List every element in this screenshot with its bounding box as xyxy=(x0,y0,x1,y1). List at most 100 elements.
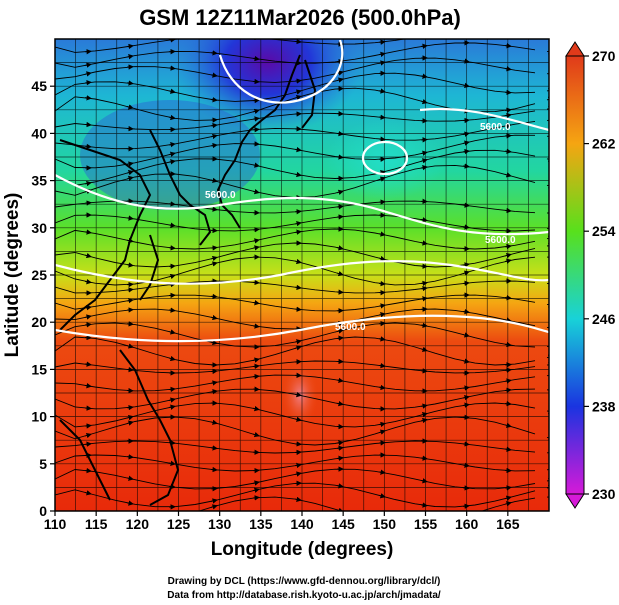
wind-arrow xyxy=(210,466,218,473)
wind-arrow xyxy=(504,172,512,178)
chart-title: GSM 12Z11Mar2026 (500.0hPa) xyxy=(139,5,461,30)
wind-arrow xyxy=(504,501,512,507)
wind-arrow xyxy=(168,245,176,251)
contour-line-a xyxy=(55,174,549,236)
wind-arrow xyxy=(126,161,134,167)
x-tick-label: 145 xyxy=(331,516,355,532)
wind-arrow xyxy=(84,200,92,206)
wind-arrow xyxy=(504,243,512,250)
wind-arrow xyxy=(378,136,386,142)
wind-arrow xyxy=(546,106,549,112)
wind-arrow xyxy=(378,303,386,309)
wind-arrow xyxy=(84,143,92,150)
wind-arrow xyxy=(252,357,260,363)
wind-arrow xyxy=(210,339,218,346)
wind-arrow xyxy=(294,89,302,95)
wind-arrow xyxy=(420,150,428,156)
wind-arrow xyxy=(378,199,386,205)
wind-arrow xyxy=(336,440,344,446)
wind-arrow xyxy=(504,485,512,491)
geopotential-contours xyxy=(55,39,549,343)
colorbar: 230 238 246 254 262 270 xyxy=(565,41,616,509)
wind-arrow xyxy=(378,88,386,94)
wind-arrow xyxy=(504,43,512,49)
wind-arrow xyxy=(378,51,386,58)
wind-arrow xyxy=(462,202,470,208)
wind-arrow xyxy=(462,163,470,169)
wind-arrow xyxy=(294,208,302,215)
wind-arrow xyxy=(462,358,470,364)
wind-arrow xyxy=(84,490,92,496)
wind-arrow xyxy=(462,131,470,137)
wind-arrow xyxy=(546,87,549,94)
wind-arrow xyxy=(252,279,260,286)
y-tick-label: 40 xyxy=(31,125,47,141)
wind-arrow xyxy=(210,445,218,451)
wind-arrow xyxy=(504,252,512,259)
wind-arrow xyxy=(84,229,92,235)
wind-arrow xyxy=(294,416,302,422)
wind-arrow xyxy=(378,362,386,369)
wind-arrow xyxy=(504,495,512,501)
contour-eddy-ring xyxy=(361,140,409,176)
wind-arrow xyxy=(378,440,386,446)
wind-arrow xyxy=(336,271,344,277)
wind-arrow xyxy=(252,432,260,438)
wind-arrow xyxy=(463,30,469,31)
colorbar-tick-label: 230 xyxy=(592,486,616,502)
wind-arrow xyxy=(294,345,302,351)
wind-arrow xyxy=(294,462,302,469)
contour-labels: 5600.0 5600.0 5600.0 5600.0 xyxy=(205,122,516,333)
wind-arrow xyxy=(420,240,428,246)
wind-arrow xyxy=(126,454,134,460)
x-tick-label: 125 xyxy=(167,516,191,532)
wind-arrow xyxy=(336,445,344,451)
wind-arrow xyxy=(126,307,134,313)
wind-arrow xyxy=(126,104,134,110)
wind-arrow xyxy=(84,382,92,389)
wind-arrow xyxy=(420,73,428,79)
wind-arrow xyxy=(420,412,428,418)
wind-arrow xyxy=(504,387,512,393)
wind-arrow xyxy=(126,215,134,221)
wind-arrow xyxy=(378,231,386,237)
wind-arrow xyxy=(294,339,302,345)
wind-arrow xyxy=(252,227,260,233)
wind-arrow xyxy=(420,98,428,105)
wind-arrow xyxy=(84,180,92,187)
wind-arrow xyxy=(168,114,176,121)
wind-arrow xyxy=(462,117,470,124)
wind-arrow xyxy=(378,312,386,318)
wind-arrow xyxy=(254,39,260,41)
wind-arrow xyxy=(378,429,386,435)
wind-arrow xyxy=(546,182,549,189)
wind-arrow xyxy=(126,343,134,349)
wind-arrow xyxy=(336,400,344,407)
wind-arrow xyxy=(210,245,218,251)
x-tick-label: 135 xyxy=(249,516,273,532)
wind-arrow xyxy=(336,204,344,210)
wind-arrow xyxy=(546,235,549,241)
wind-arrow xyxy=(210,133,218,140)
wind-arrow xyxy=(420,217,428,223)
wind-arrow xyxy=(84,322,92,328)
wind-arrow xyxy=(210,419,218,425)
wind-streamlines xyxy=(55,30,549,511)
wind-arrow xyxy=(336,245,344,251)
wind-arrow xyxy=(294,284,302,291)
contour-low-ring xyxy=(218,39,344,104)
wind-arrow xyxy=(84,361,92,367)
wind-arrow xyxy=(504,107,512,113)
wind-arrow xyxy=(126,415,134,421)
wind-arrow xyxy=(126,404,134,411)
wind-arrow xyxy=(378,421,386,428)
wind-arrow xyxy=(546,156,549,162)
colorbar-min-arrow xyxy=(565,493,585,509)
wind-arrow xyxy=(252,487,260,493)
wind-arrow xyxy=(462,441,470,447)
wind-arrow xyxy=(294,171,302,178)
x-tick-label: 150 xyxy=(373,516,397,532)
wind-arrow xyxy=(168,141,176,148)
wind-arrow xyxy=(126,43,134,50)
wind-arrow xyxy=(546,343,549,350)
